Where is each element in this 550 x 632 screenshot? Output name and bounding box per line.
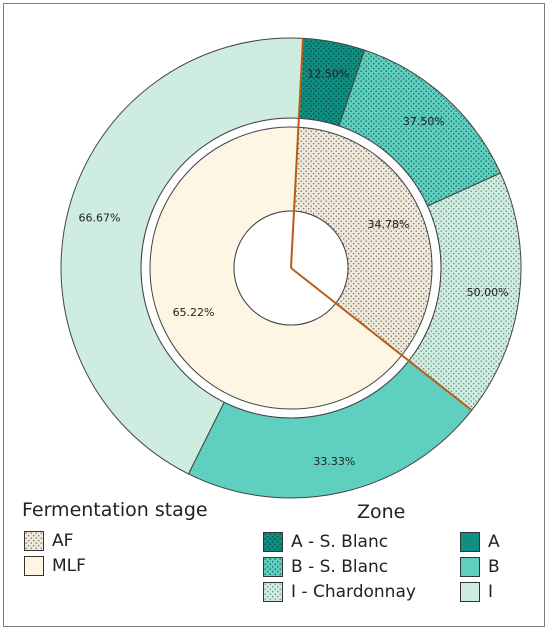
legend-label-i: I — [488, 582, 494, 602]
legend-label-mlf: MLF — [52, 556, 86, 576]
legend-item-i-chardonnay[interactable]: I - Chardonnay — [263, 582, 416, 602]
labels-layer: 34.78% 65.22% 12.50% 37.50% 50.00% 33.33% 66.6… — [79, 38, 509, 468]
stage-divider-line-2 — [290, 267, 473, 412]
legend-item-b-s-blanc[interactable]: B - S. Blanc — [263, 557, 388, 577]
legend-label-af: AF — [52, 531, 74, 551]
legend-swatch-a-s-blanc — [263, 532, 283, 552]
legend-title-fermentation: Fermentation stage — [22, 499, 208, 521]
legend-item-a[interactable]: A — [460, 532, 500, 552]
legend-swatch-b — [460, 557, 480, 577]
stage-divider-line-1 — [290, 38, 305, 269]
legend-swatch-af — [24, 531, 44, 551]
legend-swatch-a — [460, 532, 480, 552]
legend-label-a: A — [488, 532, 500, 552]
legend-swatch-i-chardonnay — [263, 582, 283, 602]
outer-slice-mlf-i[interactable] — [60, 37, 304, 475]
legend-swatch-mlf — [24, 556, 44, 576]
legend-item-mlf[interactable]: MLF — [24, 556, 86, 576]
legend-label-b: B — [488, 557, 500, 577]
legend-label-a-s-blanc: A - S. Blanc — [291, 532, 389, 552]
legend-item-a-s-blanc[interactable]: A - S. Blanc — [263, 532, 388, 552]
legend-item-b[interactable]: B — [460, 557, 500, 577]
outer-label-af-b-s-blanc: 37.50% — [403, 115, 445, 128]
outer-label-mlf-i: 66.67% — [79, 212, 121, 225]
legend-item-i[interactable]: I — [460, 582, 493, 602]
outer-label-mlf-b: 33.33% — [313, 455, 355, 468]
legend-swatch-b-s-blanc — [263, 557, 283, 577]
inner-label-af: 34.78% — [367, 218, 409, 231]
legend-item-af[interactable]: AF — [24, 531, 73, 551]
outer-label-af-i-chardonnay: 50.00% — [467, 286, 509, 299]
inner-label-mlf: 65.22% — [173, 306, 215, 319]
legend-label-b-s-blanc: B - S. Blanc — [291, 557, 389, 577]
legend-label-i-chardonnay: I - Chardonnay — [291, 582, 416, 602]
legend-title-zone: Zone — [357, 501, 406, 523]
outer-label-af-a-s-blanc: 12.50% — [307, 68, 349, 81]
legend-swatch-i — [460, 582, 480, 602]
